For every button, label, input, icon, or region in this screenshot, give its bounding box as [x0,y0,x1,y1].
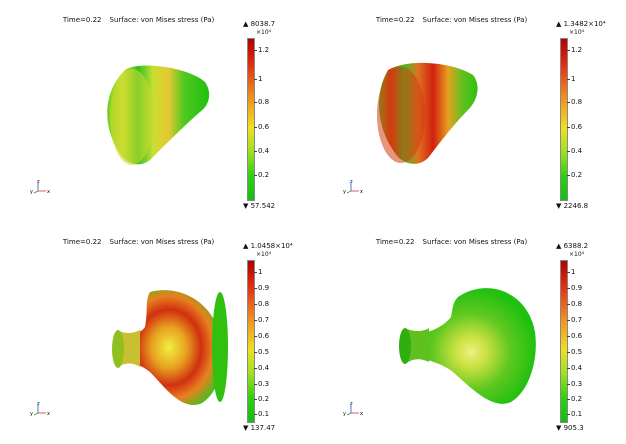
axis-y-label: y [30,411,33,417]
stress-surface-plot [399,288,536,404]
legend-min: ▼ 2246.8 [556,202,589,210]
axis-y-label: y [30,189,33,195]
legend-exponent: ×10⁴ [256,29,272,36]
legend-tick: 0.6 [253,123,270,131]
axis-y-label: y [343,189,346,195]
legend-tick: 1 [566,75,576,83]
plot-panel-4: Time=0.22 Surface: von Mises stress (Pa) … [313,222,626,444]
axis-triad-icon: z x y [343,401,363,417]
legend-tick: 0.5 [566,348,583,356]
legend-tick: 0.1 [566,410,583,418]
legend-max: ▲ 1.3482×10⁴ [556,20,606,28]
color-legend-bar [560,38,568,201]
legend-min: ▼ 905.3 [556,424,584,432]
axis-x-label: x [360,411,363,417]
legend-max: ▲ 1.0458×10⁴ [243,242,293,250]
color-legend-bar [247,38,255,201]
time-label: Time=0.22 [62,238,102,246]
legend-tick: 1 [253,268,263,276]
axis-x-label: x [360,189,363,195]
surface-label: Surface: von Mises stress (Pa) [109,238,215,246]
legend-tick: 0.4 [253,147,270,155]
legend-tick: 0.8 [253,98,270,106]
plot-panel-3: Time=0.22 Surface: von Mises stress (Pa) … [0,222,313,444]
legend-tick: 0.6 [566,332,583,340]
stress-surface-plot [107,65,210,165]
axis-triad-icon: z x y [30,179,50,195]
axis-triad-icon: z x y [343,179,363,195]
plot-title: Time=0.22 Surface: von Mises stress (Pa) [367,230,535,254]
surface-label: Surface: von Mises stress (Pa) [422,16,528,24]
bell-shell [418,288,536,404]
legend-tick: 0.4 [253,364,270,372]
legend-tick: 0.4 [566,364,583,372]
legend-max: ▲ 8038.7 [243,20,276,28]
color-legend-bar [247,260,255,423]
legend-tick: 0.6 [566,123,583,131]
legend-tick: 0.7 [253,316,270,324]
bell-shell [125,290,223,405]
neck-opening [399,328,411,364]
bell-neck [405,328,429,364]
legend-tick: 0.9 [253,284,270,292]
legend-tick: 0.8 [253,300,270,308]
legend-min: ▼ 137.47 [243,424,276,432]
plot-panel-2: Time=0.22 Surface: von Mises stress (Pa) … [313,0,626,222]
legend-tick: 0.2 [566,171,583,179]
legend-tick: 1.2 [253,46,270,54]
plot-panel-1: Time=0.22 Surface: von Mises stress (Pa) … [0,0,313,222]
time-label: Time=0.22 [375,16,415,24]
legend-tick: 0.5 [253,348,270,356]
legend-tick: 0.2 [566,395,583,403]
axis-x-label: x [47,411,50,417]
legend-exponent: ×10⁴ [569,251,585,258]
bell-rim [212,292,228,402]
surface-label: Surface: von Mises stress (Pa) [109,16,215,24]
legend-exponent: ×10⁴ [256,251,272,258]
time-label: Time=0.22 [62,16,102,24]
legend-tick: 0.8 [566,98,583,106]
legend-tick: 0.4 [566,147,583,155]
legend-tick: 1 [566,268,576,276]
legend-tick: 0.2 [253,171,270,179]
legend-tick: 0.1 [253,410,270,418]
cone-opening [377,67,425,163]
surface-label: Surface: von Mises stress (Pa) [422,238,528,246]
color-legend-bar [560,260,568,423]
stress-surface-plot [377,62,478,164]
axis-x-label: x [47,189,50,195]
legend-min: ▼ 57.542 [243,202,276,210]
legend-tick: 0.7 [566,316,583,324]
legend-exponent: ×10⁴ [569,29,585,36]
axis-z-label: z [350,179,353,185]
legend-tick: 0.3 [566,380,583,388]
neck-opening [112,330,124,368]
legend-tick: 0.9 [566,284,583,292]
legend-tick: 0.6 [253,332,270,340]
axis-triad-icon: z x y [30,401,50,417]
plot-title: Time=0.22 Surface: von Mises stress (Pa) [54,8,222,32]
bell-neck [118,330,140,368]
cone-opening [110,69,154,165]
legend-tick: 0.2 [253,395,270,403]
axis-z-label: z [37,179,40,185]
legend-tick: 1.2 [566,46,583,54]
plot-title: Time=0.22 Surface: von Mises stress (Pa) [54,230,222,254]
stress-surface-plot [112,290,228,405]
time-label: Time=0.22 [375,238,415,246]
legend-tick: 0.8 [566,300,583,308]
legend-max: ▲ 6388.2 [556,242,589,250]
axis-z-label: z [350,401,353,407]
axis-y-label: y [343,411,346,417]
plot-title: Time=0.22 Surface: von Mises stress (Pa) [367,8,535,32]
axis-z-label: z [37,401,40,407]
legend-tick: 0.3 [253,380,270,388]
legend-tick: 1 [253,75,263,83]
